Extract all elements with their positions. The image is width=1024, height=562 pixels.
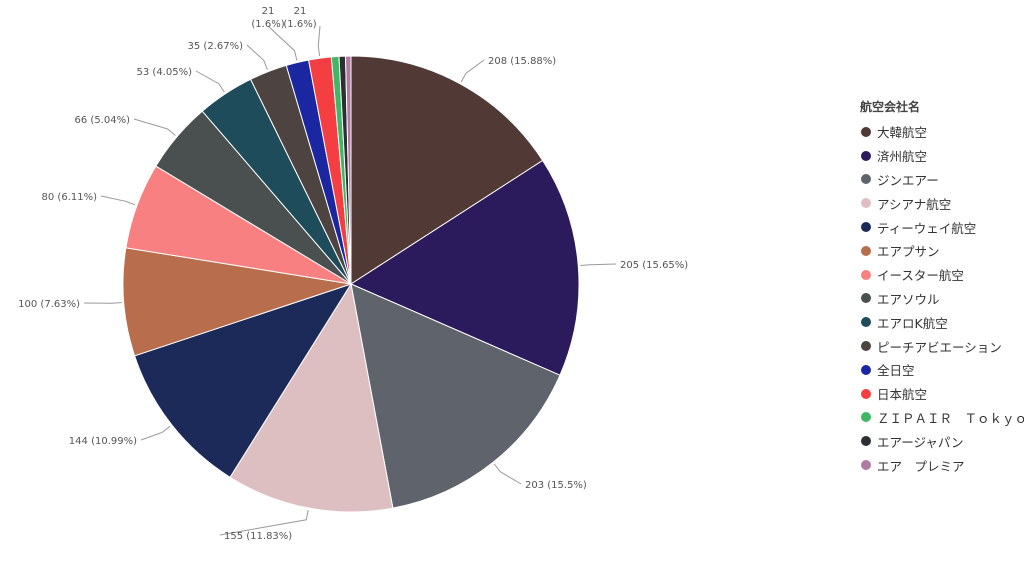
legend-label: エアプサン [877, 244, 940, 260]
leader-line [133, 118, 176, 136]
leader-line [460, 59, 485, 83]
data-label: 66 (5.04%) [75, 115, 131, 126]
legend-swatch [861, 126, 871, 137]
legend-swatch [861, 341, 871, 352]
leader-line [493, 463, 522, 485]
legend-swatch [861, 460, 871, 471]
legend-swatch [861, 436, 871, 447]
pie-slice[interactable] [350, 55, 544, 285]
chart-legend: 航空会社名 大韓航空済州航空ジンエアーアシアナ航空ティーウェイ航空 エアプサンイー… [860, 98, 1024, 477]
legend-swatch [861, 412, 871, 423]
legend-swatch [861, 364, 871, 375]
legend-item[interactable]: ジンエアー [860, 168, 1024, 192]
legend-item[interactable]: エアソウル [860, 287, 1024, 311]
legend-label: イースター航空 [877, 268, 964, 284]
legend-item[interactable]: 全日空 [860, 358, 1024, 382]
legend-item[interactable]: エアージャパン [860, 429, 1024, 453]
legend-swatch [861, 150, 871, 161]
data-label: 205 (15.65%) [620, 260, 688, 271]
pie-slice[interactable] [345, 55, 352, 285]
legend-label: 日本航空 [877, 387, 928, 403]
legend-item[interactable]: イースター航空 [860, 263, 1024, 287]
legend-label: エアソウル [877, 291, 940, 307]
data-label: 144 (10.99%) [69, 436, 137, 447]
legend-swatch [861, 174, 871, 185]
legend-item[interactable]: アシアナ航空 [860, 191, 1024, 215]
legend-item[interactable]: 大韓航空 [860, 120, 1024, 144]
legend-item[interactable]: エアプサン [860, 239, 1024, 263]
legend-label: エア プレミア [877, 458, 965, 474]
pie-slice[interactable] [350, 283, 561, 509]
legend-label: エアージャパン [877, 434, 964, 450]
data-label: 203 (15.5%) [525, 480, 587, 491]
leader-line [219, 509, 309, 536]
legend-label: ＺＩＰＡＩＲ Ｔｏｋｙｏ [877, 410, 1024, 426]
legend-swatch [861, 245, 871, 256]
legend-item[interactable]: エア プレミア [860, 453, 1024, 477]
legend-label: アシアナ航空 [877, 196, 952, 212]
legend-label: 全日空 [877, 363, 915, 379]
legend-label: エアロK航空 [877, 315, 948, 331]
legend-title: 航空会社名 [860, 100, 921, 114]
pie-slice[interactable] [122, 247, 352, 357]
legend-item[interactable]: エアロK航空 [860, 310, 1024, 334]
data-label: 80 (6.11%) [42, 192, 98, 203]
legend-item[interactable]: ピーチアビエーション [860, 334, 1024, 358]
data-label: 21 (1.6%) [283, 6, 316, 30]
leader-line [83, 302, 122, 304]
data-label: 155 (11.83%) [224, 531, 292, 542]
legend-swatch [861, 222, 871, 233]
legend-swatch [861, 269, 871, 280]
legend-item[interactable]: 日本航空 [860, 382, 1024, 406]
pie-slice[interactable] [133, 283, 353, 478]
legend-swatch [861, 388, 871, 399]
legend-label: ティーウェイ航空 [877, 220, 977, 236]
leader-line [267, 25, 298, 61]
legend-swatch [861, 198, 871, 209]
data-label: 35 (2.67%) [188, 41, 244, 52]
legend-item[interactable]: ティーウェイ航空 [860, 215, 1024, 239]
legend-label: ピーチアビエーション [877, 339, 1002, 355]
legend-item[interactable]: 済州航空 [860, 144, 1024, 168]
leader-line [580, 263, 617, 266]
leader-line [195, 70, 225, 93]
legend-swatch [861, 293, 871, 304]
data-label: 208 (15.88%) [488, 56, 556, 67]
data-label: 100 (7.63%) [18, 299, 80, 310]
leader-line [246, 44, 268, 70]
leader-line [100, 195, 136, 206]
legend-label: 済州航空 [877, 149, 928, 165]
pie-slice[interactable] [349, 159, 580, 376]
leader-line [317, 25, 321, 57]
data-label: 21 (1.6%) [251, 6, 284, 30]
leader-line [140, 425, 171, 441]
legend-label: 大韓航空 [877, 125, 928, 141]
legend-swatch [861, 317, 871, 328]
legend-item[interactable]: ＺＩＰＡＩＲ Ｔｏｋｙｏ [860, 406, 1024, 430]
pie-slice[interactable] [229, 282, 394, 513]
legend-label: ジンエアー [877, 172, 939, 188]
data-label: 53 (4.05%) [137, 67, 193, 78]
